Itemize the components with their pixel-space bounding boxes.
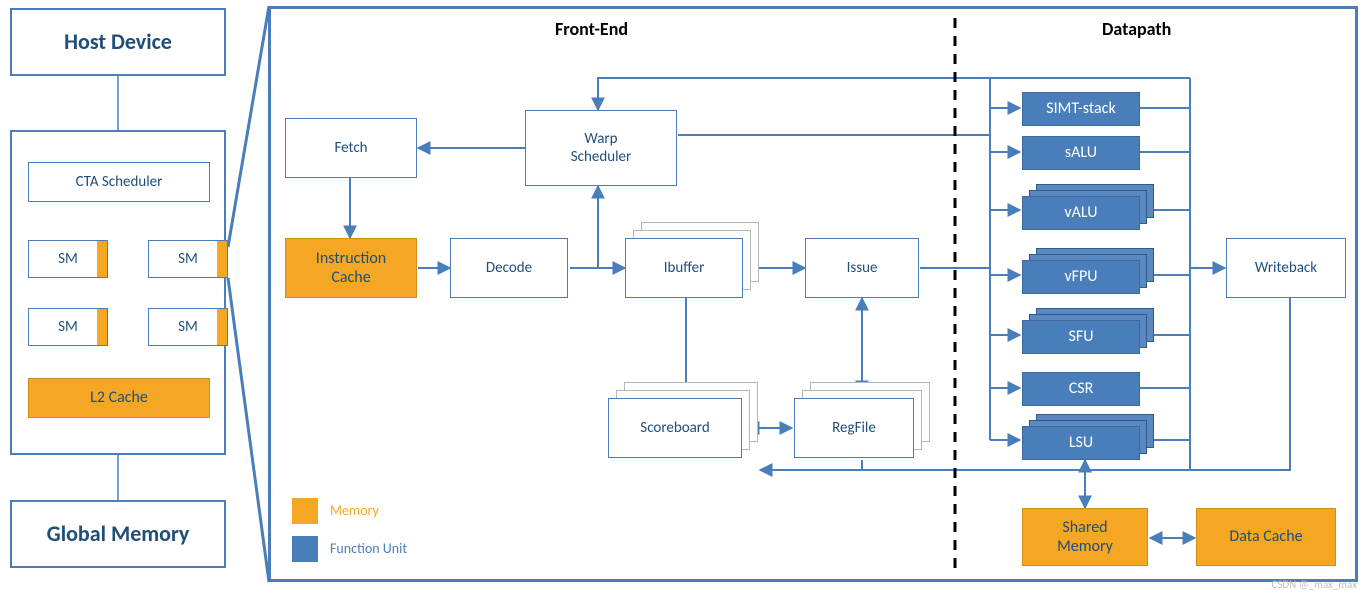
front-end-label: Front-End — [555, 18, 628, 40]
l2-label: L2 Cache — [90, 388, 148, 407]
warp-scheduler-label: Warp Scheduler — [571, 130, 631, 166]
vfpu-label: vFPU — [1064, 267, 1097, 286]
valu-box: vALU — [1022, 196, 1140, 230]
cta-scheduler-box: CTA Scheduler — [28, 162, 210, 202]
sm-label-3: SM — [58, 318, 78, 336]
lsu-label: LSU — [1069, 433, 1093, 452]
watermark: CSDN @_max_max — [1271, 578, 1357, 591]
simt-label: SIMT-stack — [1046, 99, 1115, 118]
fetch-box: Fetch — [285, 118, 417, 178]
issue-box: Issue — [805, 238, 919, 298]
regfile-label: RegFile — [832, 419, 876, 437]
sm-box-2: SM — [148, 240, 228, 278]
vfpu-box: vFPU — [1022, 260, 1140, 294]
decode-label: Decode — [486, 259, 532, 277]
sfu-label: SFU — [1069, 327, 1094, 346]
sm-strip-4 — [217, 309, 227, 345]
warp-scheduler-box: Warp Scheduler — [525, 110, 677, 186]
sm-strip-3 — [97, 309, 107, 345]
data-cache-label: Data Cache — [1229, 527, 1302, 546]
host-device-label: Host Device — [64, 29, 172, 55]
fetch-label: Fetch — [334, 139, 367, 157]
data-cache-box: Data Cache — [1196, 508, 1336, 566]
decode-box: Decode — [450, 238, 568, 298]
legend-memory-label: Memory — [330, 502, 379, 519]
sm-label-4: SM — [178, 318, 198, 336]
legend-func-swatch — [292, 536, 318, 562]
csr-box: CSR — [1022, 372, 1140, 406]
sm-box-1: SM — [28, 240, 108, 278]
legend-memory-swatch — [292, 498, 318, 524]
shared-memory-label: Shared Memory — [1057, 518, 1113, 556]
csr-label: CSR — [1069, 379, 1094, 398]
issue-label: Issue — [847, 259, 878, 277]
scoreboard-label: Scoreboard — [640, 419, 709, 437]
cta-label: CTA Scheduler — [76, 173, 163, 191]
host-device-box: Host Device — [10, 8, 226, 76]
sm-label-1: SM — [58, 250, 78, 268]
writeback-label: Writeback — [1255, 259, 1317, 277]
sfu-box: SFU — [1022, 320, 1140, 354]
sm-strip-1 — [97, 241, 107, 277]
sm-box-3: SM — [28, 308, 108, 346]
lsu-box: LSU — [1022, 426, 1140, 460]
writeback-box: Writeback — [1226, 238, 1346, 298]
ibuffer-label: Ibuffer — [664, 259, 705, 277]
instruction-cache-box: Instruction Cache — [285, 238, 417, 298]
sm-box-4: SM — [148, 308, 228, 346]
shared-memory-box: Shared Memory — [1022, 508, 1148, 566]
scoreboard-box: Scoreboard — [608, 398, 742, 458]
datapath-label: Datapath — [1102, 18, 1171, 40]
salu-box: sALU — [1022, 136, 1140, 170]
icache-label: Instruction Cache — [316, 249, 386, 287]
valu-label: vALU — [1064, 203, 1097, 222]
sm-label-2: SM — [178, 250, 198, 268]
salu-label: sALU — [1065, 143, 1097, 162]
legend-func-label: Function Unit — [330, 540, 407, 557]
simt-stack-box: SIMT-stack — [1022, 92, 1140, 126]
ibuffer-box: Ibuffer — [625, 238, 743, 298]
l2-cache-box: L2 Cache — [28, 378, 210, 418]
regfile-box: RegFile — [794, 398, 914, 458]
sm-strip-2 — [217, 241, 227, 277]
global-memory-box: Global Memory — [10, 500, 226, 568]
global-memory-label: Global Memory — [47, 521, 190, 547]
